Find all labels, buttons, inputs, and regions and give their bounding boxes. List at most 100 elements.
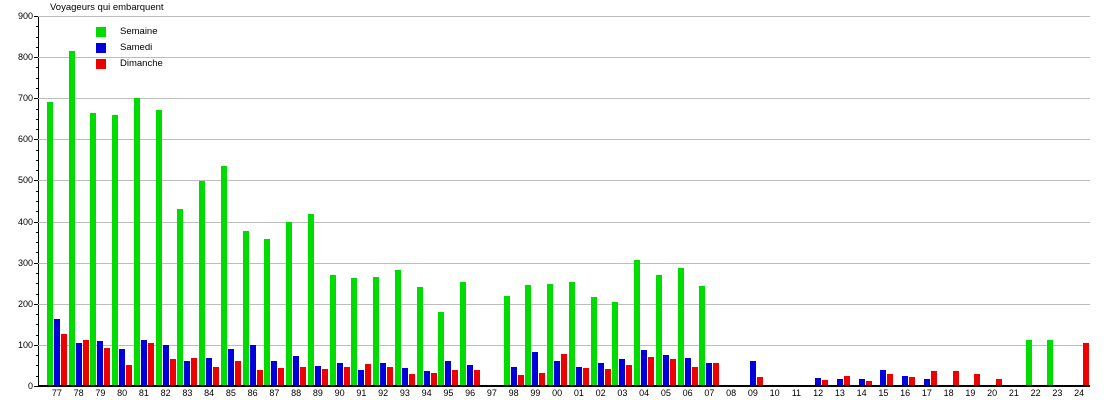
bar-group-04: [633, 16, 655, 386]
legend-item-dimanche: Dimanche: [96, 56, 163, 72]
bar-semaine-81: [133, 98, 140, 386]
x-axis-label-11: 11: [791, 388, 802, 398]
bar-semaine-99: [525, 285, 532, 386]
bar-group-14: [851, 16, 873, 386]
y-minor-tick-325: [36, 252, 38, 254]
bar-samedi-96: [467, 365, 474, 386]
bar-dimanche-81: [147, 343, 154, 386]
bar-dimanche-98: [517, 375, 524, 386]
bar-semaine-04: [634, 260, 641, 386]
bar-dimanche-04: [648, 357, 655, 386]
gridline-800: [38, 57, 1090, 59]
x-axis-label-21: 21: [1008, 388, 1019, 398]
bar-semaine-03: [612, 302, 619, 386]
bar-semaine-06: [677, 268, 684, 386]
x-axis-label-88: 88: [291, 388, 302, 398]
y-axis-label-400: 400: [17, 216, 33, 227]
y-minor-tick-750: [36, 77, 38, 79]
x-axis-label-93: 93: [399, 388, 410, 398]
bar-dimanche-83: [191, 358, 198, 386]
bar-samedi-94: [423, 371, 430, 386]
x-axis-label-98: 98: [508, 388, 519, 398]
bar-dimanche-96: [474, 370, 481, 386]
bar-dimanche-09: [756, 377, 763, 386]
bar-samedi-15: [880, 370, 887, 386]
y-minor-tick-25: [36, 375, 38, 377]
bar-samedi-93: [401, 368, 408, 386]
x-axis-label-14: 14: [856, 388, 867, 398]
y-major-tick-700: [34, 98, 38, 100]
gridline-500: [38, 180, 1090, 182]
y-major-tick-200: [34, 303, 38, 305]
x-axis-label-92: 92: [378, 388, 389, 398]
y-minor-tick-675: [36, 108, 38, 110]
bar-semaine-94: [416, 287, 423, 386]
y-major-tick-0: [34, 386, 38, 387]
y-axis-label-200: 200: [17, 298, 33, 309]
bar-samedi-16: [902, 376, 909, 386]
y-minor-tick-650: [36, 118, 38, 120]
bar-group-23: [1047, 16, 1069, 386]
bar-samedi-01: [575, 367, 582, 386]
bar-samedi-89: [314, 366, 321, 386]
x-axis-label-18: 18: [943, 388, 954, 398]
bar-dimanche-18: [952, 371, 959, 386]
bar-group-87: [264, 16, 286, 386]
y-minor-tick-775: [36, 67, 38, 69]
y-major-tick-400: [34, 221, 38, 223]
y-minor-tick-450: [36, 201, 38, 202]
bar-samedi-92: [380, 363, 387, 386]
bar-dimanche-82: [169, 359, 176, 386]
y-minor-tick-275: [36, 272, 38, 274]
bar-samedi-09: [749, 361, 756, 386]
bar-semaine-02: [590, 297, 597, 386]
x-axis-label-07: 07: [704, 388, 715, 398]
y-minor-tick-475: [36, 190, 38, 192]
bar-samedi-00: [554, 361, 561, 386]
bar-samedi-06: [684, 358, 691, 386]
bar-group-21: [1003, 16, 1025, 386]
bar-semaine-22: [1025, 340, 1032, 386]
bar-dimanche-91: [365, 364, 372, 386]
x-axis: [38, 385, 1090, 387]
bar-group-15: [873, 16, 895, 386]
bar-semaine-85: [220, 166, 227, 386]
plot-area: [38, 16, 1090, 387]
x-axis-label-89: 89: [312, 388, 323, 398]
y-minor-tick-725: [36, 87, 38, 89]
x-axis-label-13: 13: [834, 388, 845, 398]
bar-dimanche-07: [713, 363, 720, 386]
bar-group-22: [1025, 16, 1047, 386]
bar-dimanche-15: [887, 374, 894, 386]
x-axis-label-09: 09: [747, 388, 758, 398]
bar-dimanche-00: [561, 354, 568, 386]
x-axis-label-95: 95: [443, 388, 454, 398]
legend-label-dimanche: Dimanche: [120, 58, 163, 69]
bar-group-06: [677, 16, 699, 386]
bar-semaine-05: [655, 275, 662, 386]
gridline-900: [38, 16, 1090, 17]
bar-group-08: [720, 16, 742, 386]
bar-group-82: [155, 16, 177, 386]
x-axis-label-86: 86: [247, 388, 258, 398]
x-axis-label-77: 77: [51, 388, 62, 398]
bar-dimanche-12: [822, 380, 829, 386]
x-axis-label-99: 99: [530, 388, 541, 398]
legend-label-samedi: Samedi: [120, 42, 153, 53]
x-axis-label-17: 17: [921, 388, 932, 398]
bar-dimanche-80: [126, 365, 133, 386]
bar-group-95: [438, 16, 460, 386]
bar-dimanche-78: [82, 340, 89, 386]
y-major-tick-600: [34, 139, 38, 141]
x-axis-label-02: 02: [595, 388, 606, 398]
bar-dimanche-90: [343, 367, 350, 386]
gridline-200: [38, 303, 1090, 305]
bar-samedi-78: [75, 343, 82, 386]
bar-samedi-98: [510, 367, 517, 386]
bar-dimanche-88: [300, 367, 307, 386]
bar-semaine-86: [242, 231, 249, 386]
bar-group-99: [525, 16, 547, 386]
y-minor-tick-850: [36, 36, 38, 38]
bar-group-78: [68, 16, 90, 386]
y-major-tick-900: [34, 16, 38, 17]
